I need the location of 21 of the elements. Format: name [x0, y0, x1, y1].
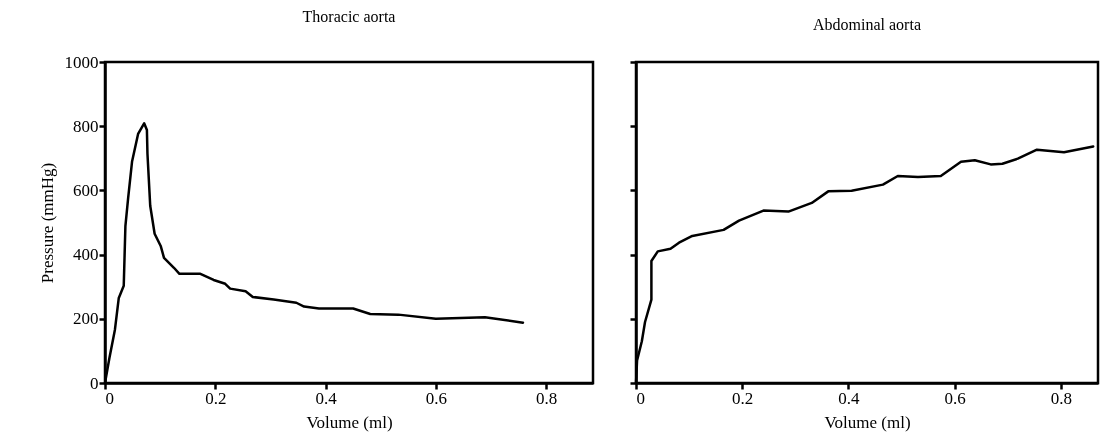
- chart-title: Abdominal aorta: [813, 15, 921, 33]
- x-tick-label: 0.6: [944, 388, 966, 408]
- y-tick-label: 0: [90, 373, 99, 393]
- x-axis-title: Volume (ml): [824, 412, 911, 432]
- x-tick-label: 0.8: [536, 388, 558, 408]
- chart-title: Thoracic aorta: [302, 8, 396, 25]
- x-tick-label: 0.2: [205, 388, 227, 408]
- y-tick-label: 600: [73, 180, 99, 200]
- y-tick-label: 200: [73, 309, 99, 329]
- x-tick-label: 0.6: [425, 388, 447, 408]
- x-tick-label: 0.4: [315, 388, 338, 408]
- y-tick-label: 1000: [64, 52, 99, 72]
- x-tick-label: 0.2: [732, 388, 754, 408]
- x-tick-label: 0.4: [838, 388, 861, 408]
- x-tick-label: 0: [105, 388, 114, 408]
- y-tick-label: 800: [73, 116, 99, 136]
- x-axis-title: Volume (ml): [306, 412, 393, 432]
- y-tick-label: 400: [73, 245, 99, 265]
- y-axis-title: Pressure (mmHg): [37, 162, 57, 284]
- x-tick-label: 0.8: [1050, 388, 1072, 408]
- x-tick-label: 0: [636, 388, 645, 408]
